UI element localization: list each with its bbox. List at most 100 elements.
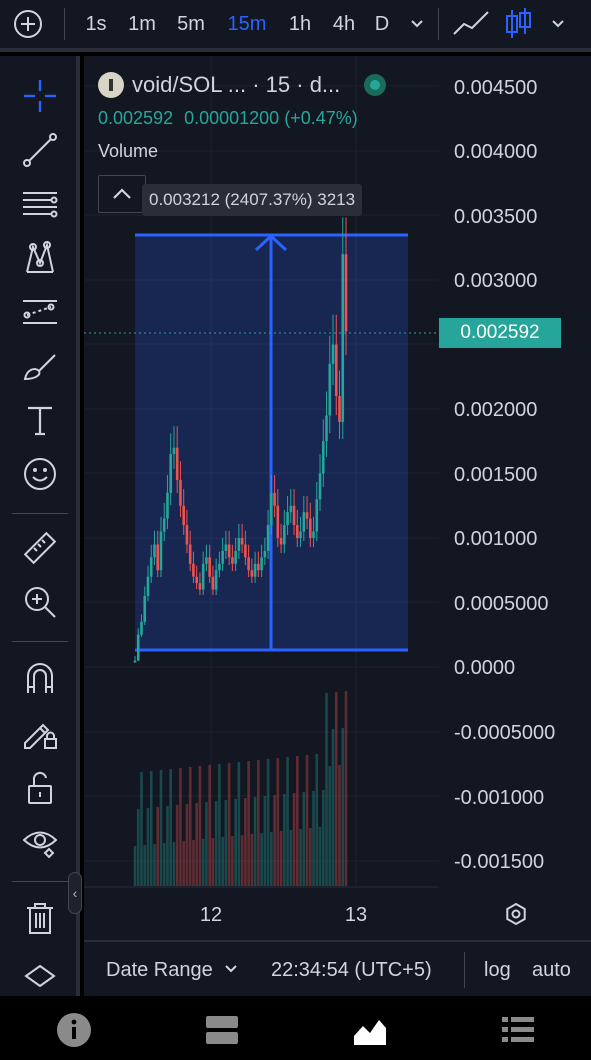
object-tree-icon[interactable]: [12, 964, 68, 994]
auto-scale-toggle[interactable]: auto: [532, 959, 571, 981]
info-icon[interactable]: [54, 1010, 94, 1050]
volume-bar: [136, 809, 140, 886]
volume-bar: [244, 798, 247, 886]
price-label: 0.003000: [454, 270, 537, 292]
volume-bar: [308, 828, 312, 886]
eye-icon[interactable]: [12, 818, 68, 866]
volume-bar: [273, 795, 276, 886]
layout-icon[interactable]: [202, 1010, 242, 1050]
candle-body: [302, 512, 306, 532]
zoom-in-icon[interactable]: [12, 578, 68, 626]
candle-body: [266, 525, 270, 551]
candle-body: [341, 254, 345, 422]
prediction-icon[interactable]: [12, 288, 68, 336]
clock-timezone[interactable]: 22:34:54 (UTC+5): [271, 959, 432, 981]
interval-d[interactable]: D: [374, 13, 390, 35]
volume-bar: [315, 754, 319, 886]
interval-dropdown-icon[interactable]: [404, 0, 430, 48]
volume-bars: [133, 691, 348, 886]
interval-1h[interactable]: 1h: [288, 13, 312, 35]
candle-body: [192, 563, 195, 577]
text-icon[interactable]: [12, 396, 68, 444]
interval-4h[interactable]: 4h: [332, 13, 356, 35]
price-label: 0.001000: [454, 528, 537, 550]
candle-body: [247, 557, 250, 571]
crosshair-icon[interactable]: [12, 72, 68, 120]
volume-bar: [257, 760, 260, 886]
candles-icon[interactable]: [500, 0, 536, 48]
price-label: 0.0000: [454, 657, 515, 679]
volume-bar: [341, 728, 345, 886]
volume-bar: [331, 729, 335, 886]
candle-body: [315, 499, 319, 532]
interval-15m[interactable]: 15m: [227, 13, 267, 35]
trend-line-icon[interactable]: [12, 126, 68, 174]
volume-bar: [153, 844, 156, 886]
volume-bar: [175, 805, 179, 886]
chevron-down-icon: [225, 965, 238, 973]
volume-bar: [185, 804, 189, 886]
ruler-icon[interactable]: [12, 524, 68, 572]
price-label: 0.002000: [454, 399, 537, 421]
volume-bar: [156, 807, 160, 886]
candle-body: [250, 570, 254, 577]
candle-body: [214, 570, 218, 590]
interval-1m[interactable]: 1m: [128, 13, 156, 35]
chart-icon[interactable]: [350, 1010, 390, 1050]
add-symbol-icon[interactable]: [8, 0, 48, 48]
symbol-title[interactable]: void/SOL ... · 15 · d...: [132, 72, 341, 97]
volume-bar: [159, 770, 163, 886]
candle-body: [156, 544, 160, 571]
time-label: 12: [200, 904, 222, 926]
collapse-icon[interactable]: ‹: [68, 872, 82, 914]
interval-5m[interactable]: 5m: [177, 13, 205, 35]
line-chart-icon[interactable]: [450, 0, 492, 48]
volume-bar: [237, 762, 241, 886]
top-toolbar: 1s 1m 5m 15m 1h 4h D: [0, 0, 591, 52]
volume-bar: [179, 768, 182, 886]
volume-bar: [205, 802, 208, 886]
volume-bar: [270, 832, 273, 886]
price-label: -0.001000: [454, 787, 544, 809]
lock-drawing-icon[interactable]: [12, 708, 68, 756]
trash-icon[interactable]: [12, 894, 68, 942]
list-icon[interactable]: [498, 1010, 538, 1050]
magnet-icon[interactable]: [12, 654, 68, 702]
candle-body: [308, 518, 312, 538]
interval-1s[interactable]: 1s: [85, 13, 107, 35]
price-label: -0.0005000: [454, 722, 555, 744]
candle-body: [279, 538, 283, 545]
candle-body: [136, 634, 140, 661]
volume-bar: [198, 766, 202, 886]
brush-icon[interactable]: [12, 342, 68, 390]
volume-bar: [182, 841, 185, 886]
chart-type-dropdown-icon[interactable]: [545, 0, 571, 48]
emoji-icon[interactable]: [12, 450, 68, 498]
candle-body: [299, 531, 302, 538]
price-label: 0.0005000: [454, 593, 549, 615]
candle-body: [175, 447, 179, 480]
pattern-icon[interactable]: [12, 234, 68, 282]
volume-bar: [227, 763, 231, 886]
price-label: -0.001500: [454, 851, 544, 873]
fib-retracement-icon[interactable]: [12, 180, 68, 228]
volume-bar: [218, 764, 221, 886]
volume-bar: [247, 761, 250, 886]
candle-body: [166, 492, 169, 519]
time-label: 13: [345, 904, 367, 926]
collapse-legend-button[interactable]: [98, 175, 146, 213]
market-status-icon[interactable]: [364, 74, 387, 96]
chart-pane[interactable]: 0.004500 0.004000 0.003500 0.003000 0.00…: [84, 56, 591, 996]
volume-bar: [192, 840, 195, 886]
price-chart[interactable]: 0.004500 0.004000 0.003500 0.003000 0.00…: [84, 56, 591, 940]
date-range-button[interactable]: Date Range: [106, 942, 240, 998]
volume-bar: [296, 756, 299, 886]
candle-body: [218, 563, 221, 571]
candle-body: [318, 473, 322, 500]
divider: [12, 513, 68, 514]
log-scale-toggle[interactable]: log: [484, 959, 511, 981]
settings-gear-icon[interactable]: [506, 902, 526, 926]
candle-body: [305, 512, 309, 519]
unlock-icon[interactable]: [12, 764, 68, 812]
candle-body: [149, 557, 153, 577]
